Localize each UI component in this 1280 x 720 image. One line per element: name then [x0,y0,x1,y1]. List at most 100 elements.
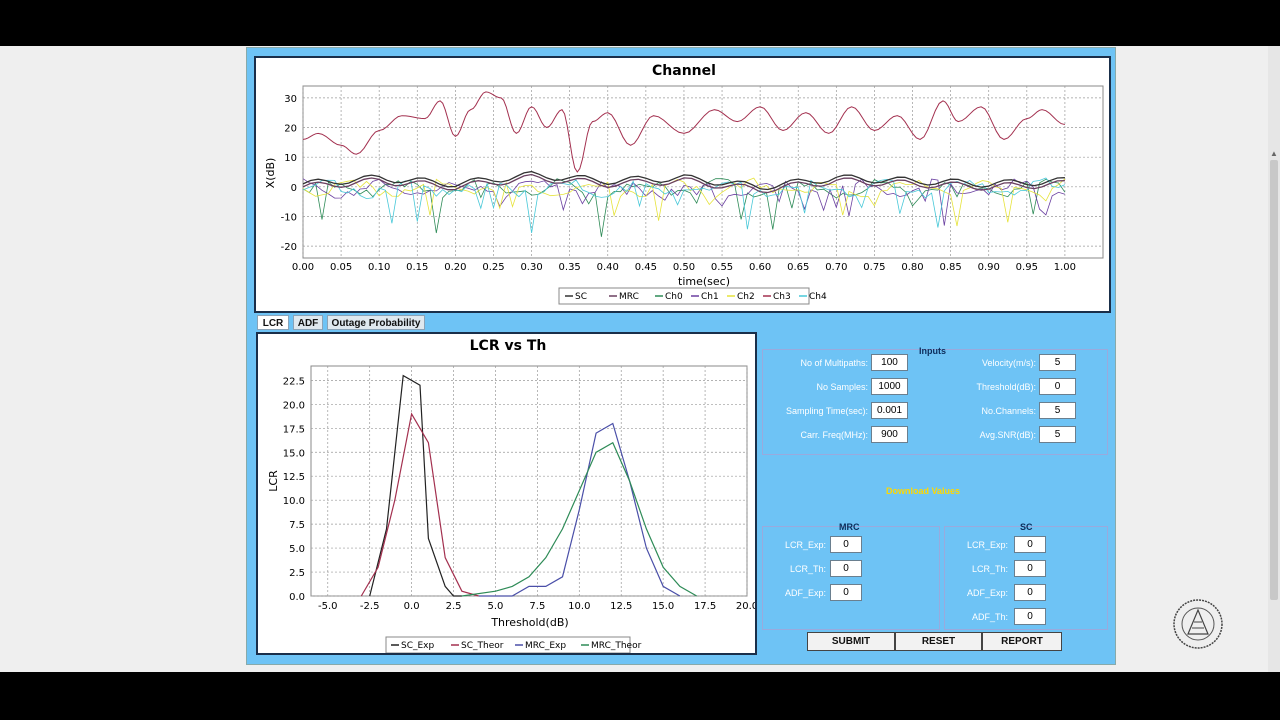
lcr-grid [311,366,748,597]
channel-chart-title: Channel [652,63,716,79]
report-button[interactable]: REPORT [982,632,1062,651]
lcr-y-ticks: 22.5 20.0 17.5 15.0 12.5 10.0 7.5 5.0 2.5 0.0 [283,376,305,603]
carr-freq-field[interactable]: 900 [871,426,908,443]
tab-adf[interactable]: ADF [293,315,323,330]
channel-line-ch2 [302,177,1066,227]
sc-adf-th-label: ADF_Th: [971,612,1008,622]
reset-button[interactable]: RESET [895,632,982,651]
lcr-chart-panel: LCR vs Th -5.0 -2.5 0.0 2.5 5.0 7.5 10.0 12.5 15… [256,332,758,655]
sampling-time-field[interactable]: 0.001 [871,402,908,419]
channels-field[interactable]: 5 [1039,402,1076,419]
scroll-up-arrow-icon[interactable]: ▲ [1270,149,1278,158]
channel-x-tick-label: 0.90 [978,262,1000,273]
mrc-lcr-th-label: LCR_Th: [789,564,826,574]
lcr-line-mrc-theor [461,441,697,597]
sampling-time-label: Sampling Time(sec): [785,406,868,416]
lcr-x-ticks: -5.0 -2.5 0.0 2.5 5.0 7.5 10.0 12.5 15.0 17.5 20.0 [318,601,758,612]
channel-x-axis-label: time(sec) [678,275,730,288]
channel-y-axis-label: X(dB) [264,158,277,189]
channel-line-ch4 [302,177,1066,233]
lcr-legend-label: MRC_Theor [591,641,642,651]
lcr-plot-area [310,365,748,597]
channel-line-sc [302,170,1065,191]
channel-legend: SC MRC Ch0 Ch1 Ch2 Ch3 Ch4 [558,287,827,305]
lcr-x-tick-label: -5.0 [318,601,338,612]
lcr-y-tick-label: 12.5 [283,472,305,483]
channel-x-tick-label: 0.55 [711,262,733,273]
submit-button[interactable]: SUBMIT [807,632,895,651]
sc-adf-th-field[interactable]: 0 [1014,608,1046,625]
channel-legend-label: Ch2 [737,292,755,302]
lcr-x-tick-label: 7.5 [529,601,545,612]
channel-y-tick-label: -20 [281,242,297,253]
threshold-field[interactable]: 0 [1039,378,1076,395]
lcr-y-tick-label: 5.0 [289,544,305,555]
channel-x-tick-label: 0.50 [673,262,695,273]
lcr-legend: SC_Exp SC_Theor MRC_Exp MRC_Theor [385,636,642,654]
multipaths-field[interactable]: 100 [871,354,908,371]
samples-label: No Samples: [816,382,868,392]
channel-chart-panel: Channel 0.00 0.05 0.10 0.15 0.20 0.25 0.30 0.35… [254,56,1111,313]
channel-legend-box [558,287,810,305]
channel-line-ch3 [302,91,1066,173]
velocity-field[interactable]: 5 [1039,354,1076,371]
lcr-x-tick-label: 12.5 [610,601,632,612]
multipaths-label: No of Multipaths: [800,358,868,368]
channel-x-tick-label: 0.20 [444,262,466,273]
channel-x-tick-label: 0.45 [635,262,657,273]
lcr-x-tick-label: 0.0 [404,601,420,612]
lcr-y-tick-label: 17.5 [283,424,305,435]
sc-lcr-exp-field[interactable]: 0 [1014,536,1046,553]
lcr-y-axis-label: LCR [267,470,280,492]
channel-y-tick-label: 0 [291,183,297,194]
inputs-group [762,349,1108,455]
lcr-x-tick-label: 10.0 [568,601,590,612]
channel-x-tick-label: 0.80 [901,262,923,273]
mrc-adf-exp-label: ADF_Exp: [784,588,826,598]
threshold-label: Threshold(dB): [976,382,1036,392]
channel-x-tick-label: 0.15 [406,262,428,273]
channel-chart: Channel 0.00 0.05 0.10 0.15 0.20 0.25 0.30 0.35… [264,63,1104,305]
lcr-series [360,374,697,597]
mrc-adf-exp-field[interactable]: 0 [830,584,862,601]
channel-x-tick-label: 0.85 [939,262,961,273]
lcr-x-tick-label: 15.0 [652,601,674,612]
lcr-x-tick-label: 20.0 [736,601,755,612]
lcr-legend-label: SC_Theor [461,641,504,651]
channel-plot-area [302,85,1104,259]
lcr-y-tick-label: 7.5 [289,520,305,531]
channel-x-tick-label: 0.75 [863,262,885,273]
channel-line-mrc [302,173,1065,194]
lcr-y-tick-label: 15.0 [283,448,305,459]
channel-y-tick-label: 10 [284,153,297,164]
lcr-y-tick-label: 22.5 [283,376,305,387]
channel-y-tick-label: 20 [284,124,297,135]
mrc-lcr-exp-field[interactable]: 0 [830,536,862,553]
channel-series [302,91,1066,237]
scrollbar-thumb[interactable] [1270,160,1278,600]
sc-adf-exp-field[interactable]: 0 [1014,584,1046,601]
channel-x-tick-label: 0.40 [597,262,619,273]
lcr-chart: LCR vs Th -5.0 -2.5 0.0 2.5 5.0 7.5 10.0 12.5 15… [267,338,758,654]
snr-field[interactable]: 5 [1039,426,1076,443]
samples-field[interactable]: 1000 [871,378,908,395]
lcr-legend-label: SC_Exp [401,641,435,651]
mrc-lcr-th-field[interactable]: 0 [830,560,862,577]
channel-x-tick-label: 0.10 [368,262,390,273]
lcr-chart-title: LCR vs Th [470,338,547,354]
sc-title: SC [1020,522,1033,532]
sc-group [944,526,1108,630]
channel-legend-label: SC [575,292,587,302]
channel-x-tick-label: 1.00 [1054,262,1076,273]
channel-y-tick-label: -10 [281,212,297,223]
sc-lcr-th-field[interactable]: 0 [1014,560,1046,577]
institute-logo-icon [1173,599,1223,649]
tab-outage-probability[interactable]: Outage Probability [327,315,425,330]
lcr-line-sc-exp [369,374,462,597]
tab-lcr[interactable]: LCR [257,315,289,330]
channel-y-ticks: 30 20 10 0 -10 -20 [281,94,297,253]
lcr-y-tick-label: 20.0 [283,400,305,411]
channel-legend-label: Ch1 [701,292,719,302]
lcr-x-axis-label: Threshold(dB) [490,616,568,629]
sc-adf-exp-label: ADF_Exp: [966,588,1008,598]
